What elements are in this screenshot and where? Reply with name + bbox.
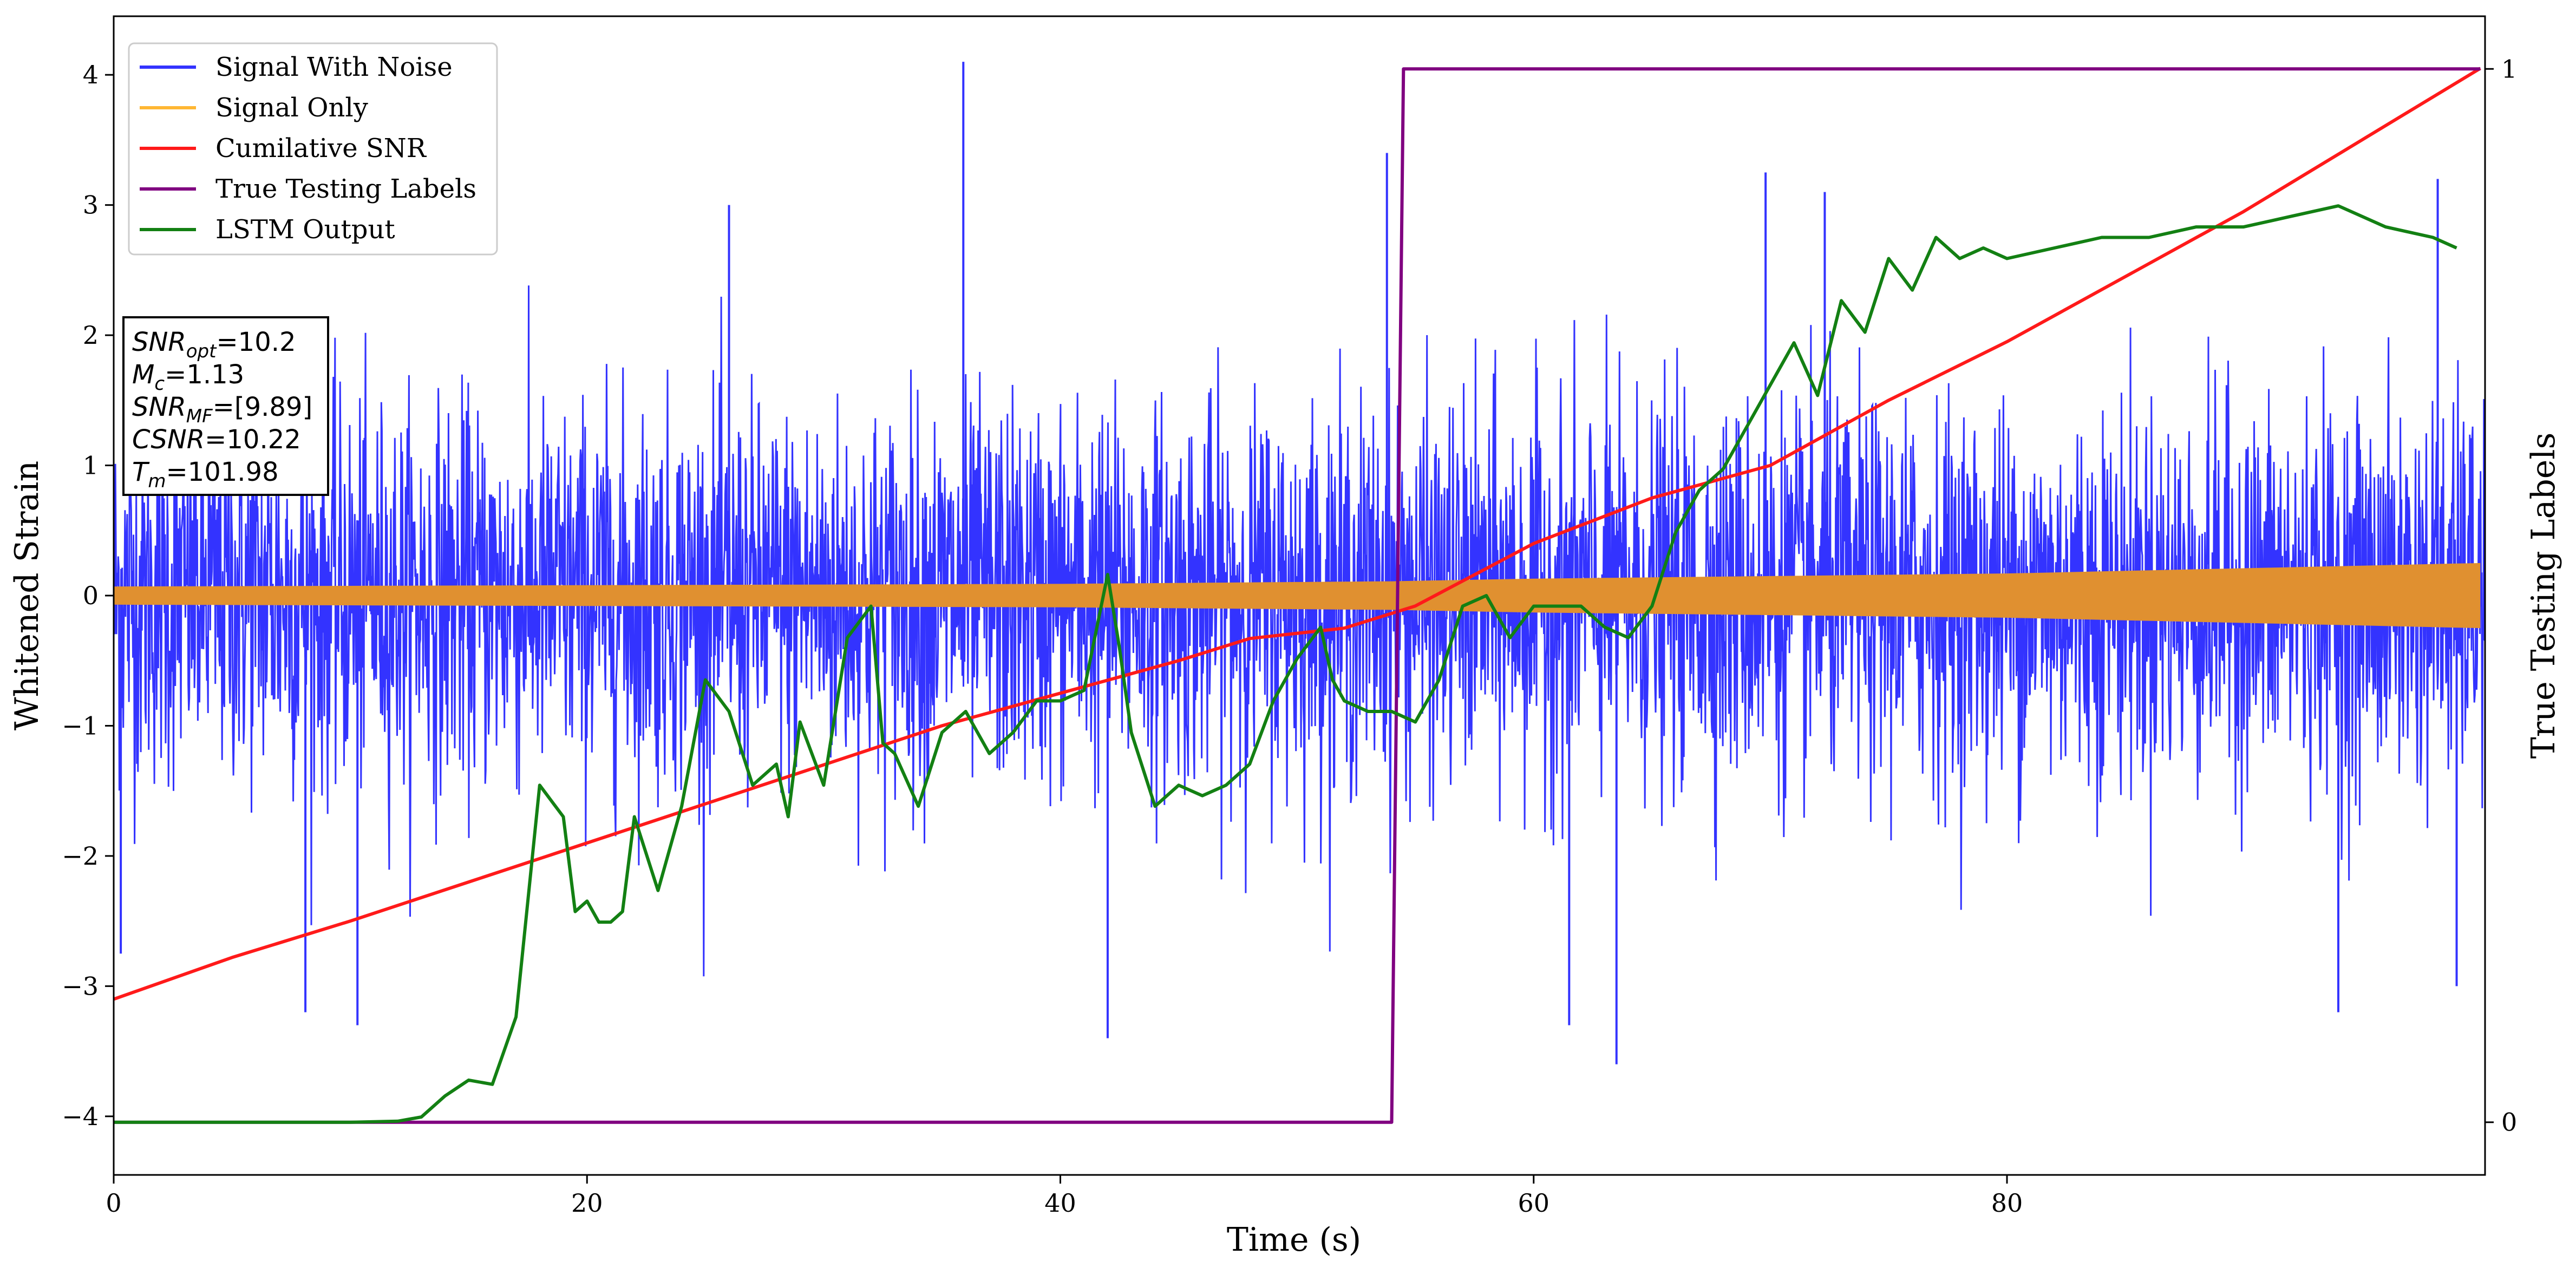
series-signal-with-noise (114, 62, 2485, 1064)
y-tick-label: 1 (83, 451, 99, 480)
legend-entry: Cumilative SNR (215, 133, 427, 164)
y-right-axis-ticks: 01 (2485, 54, 2517, 1137)
cumilative-snr-line (114, 67, 2481, 1001)
y-right-tick-label: 0 (2501, 1108, 2517, 1137)
x-tick-label: 0 (106, 1188, 121, 1218)
y-tick-label: −3 (62, 971, 99, 1001)
y-right-axis-label: True Testing Labels (2525, 433, 2562, 759)
plot-area (114, 62, 2485, 1124)
y-tick-label: 2 (83, 321, 99, 350)
lstm-output-line (114, 204, 2457, 1124)
series-lines (114, 67, 2481, 1124)
legend-box (128, 42, 498, 256)
metrics-annotation: SNRopt=10.2Mc=1.13SNRMF=[9.89]CSNR=10.22… (122, 316, 329, 496)
y-tick-label: 0 (83, 581, 99, 610)
series-signal-only (114, 563, 2481, 629)
y-axis-ticks: −4 −3 −2 −1 0 1 2 3 4 (62, 60, 114, 1131)
true-testing-labels-line (114, 67, 2481, 1124)
x-axis-ticks: 0 20 40 60 80 (106, 1175, 2023, 1218)
signal-only-band (114, 563, 2481, 629)
annotation-line: SNRopt=10.2 (132, 327, 296, 362)
y-tick-label: −4 (62, 1102, 99, 1131)
y-tick-label: −2 (62, 841, 99, 871)
legend-entry: LSTM Output (215, 214, 395, 245)
annotation-line: SNRMF=[9.89] (132, 392, 312, 427)
legend-entry: Signal Only (215, 93, 368, 123)
y-tick-label: −1 (62, 711, 99, 740)
annotation-line: Tm=101.98 (132, 457, 279, 492)
legend-entry: True Testing Labels (215, 174, 476, 204)
x-axis-label: Time (s) (1227, 1221, 1361, 1259)
y-tick-label: 3 (83, 191, 99, 220)
x-tick-label: 80 (1991, 1188, 2023, 1218)
annotation-line: Mc=1.13 (132, 360, 244, 395)
legend-entry: Signal With Noise (215, 52, 453, 82)
y-right-tick-label: 1 (2501, 54, 2517, 83)
x-tick-label: 20 (571, 1188, 603, 1218)
legend: Signal With Noise Signal Only Cumilative S… (128, 42, 498, 256)
y-tick-label: 4 (83, 60, 99, 89)
x-tick-label: 40 (1044, 1188, 1076, 1218)
annotation-box (122, 316, 329, 496)
y-axis-label: Whitened Strain (8, 461, 46, 730)
x-tick-label: 60 (1518, 1188, 1549, 1218)
annotation-line: CSNR=10.22 (132, 424, 301, 455)
